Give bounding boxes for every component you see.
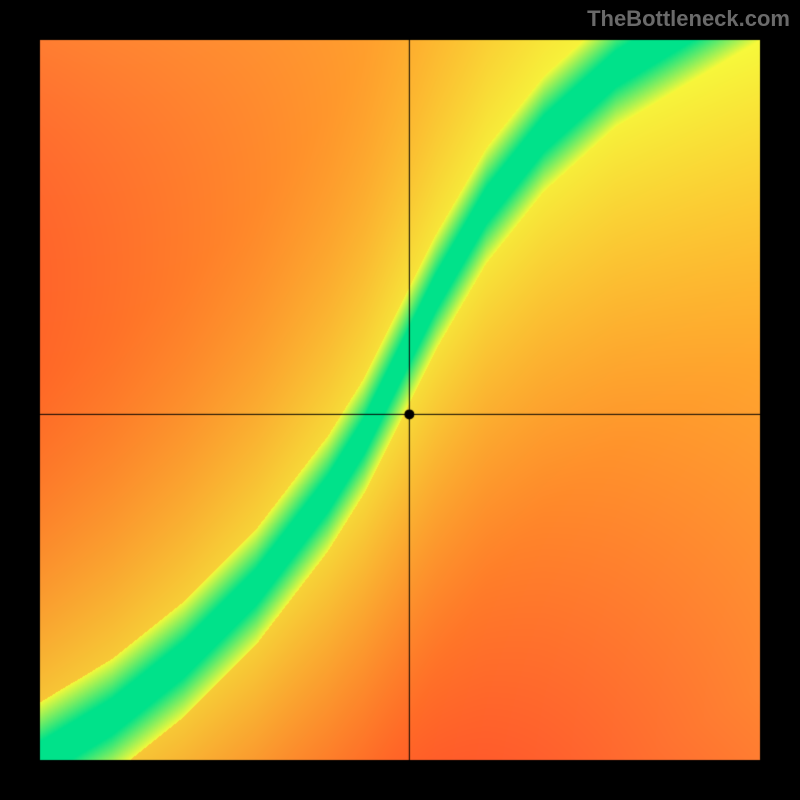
watermark-text: TheBottleneck.com bbox=[587, 6, 790, 32]
chart-container: TheBottleneck.com bbox=[0, 0, 800, 800]
bottleneck-heatmap-canvas bbox=[0, 0, 800, 800]
